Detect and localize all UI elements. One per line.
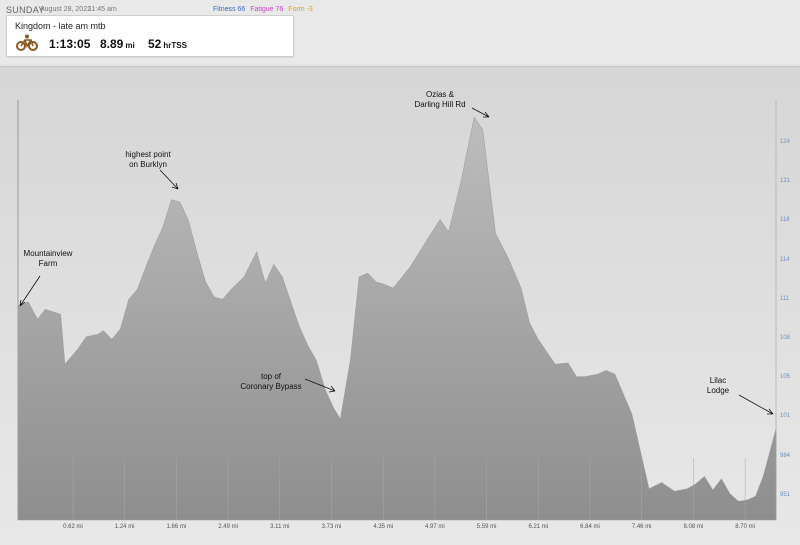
- workout-title: Kingdom - late am mtb: [15, 21, 106, 31]
- distance-stat: 8.89 mi: [100, 37, 135, 51]
- x-axis-ticks: [72, 458, 746, 520]
- annotation-arrows: [19, 107, 774, 415]
- x-tick-label: 1.86 mi: [166, 524, 187, 530]
- annotation-ozias: Ozias & Darling Hill Rd: [414, 90, 466, 109]
- tss-value: 52: [148, 37, 162, 51]
- x-tick-label: 4.97 mi: [425, 524, 445, 530]
- y-tick-label: 118: [780, 217, 790, 224]
- y-tick-label: 951: [780, 491, 791, 498]
- distance-unit: mi: [125, 41, 135, 50]
- arrow-burklyn: [159, 169, 179, 190]
- x-tick-label: 6.21 mi: [528, 524, 549, 530]
- x-tick-label: 6.84 mi: [580, 524, 600, 530]
- fitness-value: Fitness 66: [213, 6, 246, 13]
- y-tick-label: 121: [780, 178, 791, 185]
- x-tick-label: 7.46 mi: [631, 524, 652, 530]
- x-tick-label: 8.70 mi: [735, 524, 755, 530]
- annotation-coronary: top of Coronary Bypass: [240, 372, 302, 391]
- arrow-coronary: [304, 378, 336, 393]
- x-tick-label: 1.24 mi: [114, 524, 135, 530]
- x-tick-label: 8.08 mi: [683, 524, 704, 530]
- x-tick-label: 2.49 mi: [218, 524, 238, 530]
- x-tick-label: 3.11 mi: [270, 524, 290, 530]
- y-tick-label: 101: [780, 413, 791, 420]
- mountain-bike-icon: [16, 34, 38, 51]
- arrow-mountainview: [19, 275, 41, 307]
- y-tick-label: 124: [780, 139, 791, 145]
- day-label: SUNDAY: [6, 5, 45, 15]
- arrow-ozias: [471, 107, 490, 118]
- distance-value: 8.89: [100, 37, 124, 51]
- tss-unit: hrTSS: [163, 41, 187, 50]
- fitness-metrics: Fitness 66 Fatigue 76 Form -3: [213, 6, 316, 13]
- x-tick-label: 5.59 mi: [476, 524, 497, 530]
- workout-summary-card[interactable]: Kingdom - late am mtb 1:13:05 8.89 mi 52 h…: [6, 15, 294, 57]
- annotation-mountainview: Mountainview Farm: [23, 249, 73, 268]
- y-tick-label: 105: [780, 374, 791, 381]
- duration-value: 1:13:05: [49, 37, 91, 51]
- y-tick-label: 984: [780, 452, 791, 459]
- x-tick-label: 0.62 mi: [63, 524, 83, 530]
- date-label: August 28, 2022: [40, 6, 91, 13]
- annotation-burklyn: highest point on Burklyn: [125, 150, 171, 169]
- tss-stat: 52 hrTSS: [148, 37, 187, 51]
- y-tick-label: 111: [780, 295, 790, 302]
- form-value: Form -3: [288, 6, 313, 13]
- time-label: 11:45 am: [88, 6, 117, 13]
- x-tick-label: 4.35 mi: [373, 524, 394, 530]
- elevation-area: [17, 116, 777, 521]
- y-tick-label: 108: [780, 335, 791, 341]
- workout-header: SUNDAY August 28, 2022 11:45 am Fitness …: [0, 0, 800, 64]
- arrow-lilac: [738, 394, 774, 415]
- y-tick-label: 114: [780, 256, 790, 263]
- annotation-lilac: Lilac Lodge: [706, 376, 730, 395]
- x-tick-label: 3.73 mi: [321, 524, 342, 530]
- fatigue-value: Fatigue 76: [250, 6, 284, 13]
